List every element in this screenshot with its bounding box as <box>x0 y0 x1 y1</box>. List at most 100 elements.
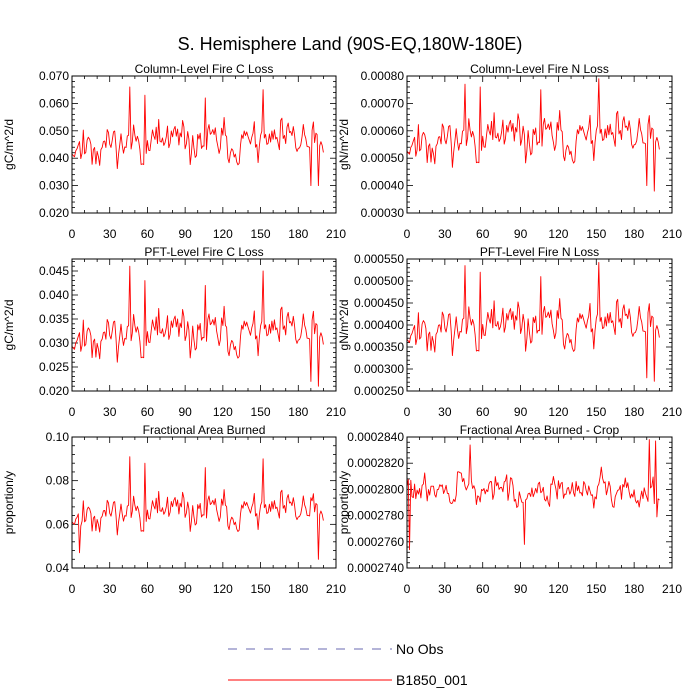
x-tick-label: 150 <box>586 405 606 419</box>
x-tick-label: 210 <box>326 582 346 596</box>
panel-3: PFT-Level Fire N Loss gN/m^2/d 0 30 60 90 120 1… <box>337 245 682 419</box>
y-axis-label: gN/m^2/d <box>337 300 351 351</box>
y-tick-label: 0.000550 <box>354 252 404 266</box>
y-tick-label: 0.000400 <box>354 318 404 332</box>
panel-title: Fractional Area Burned - Crop <box>460 423 620 437</box>
x-tick-label: 90 <box>178 227 192 241</box>
x-tick-label: 150 <box>586 582 606 596</box>
x-tick-label: 30 <box>103 227 117 241</box>
y-tick-label: 0.000450 <box>354 296 404 310</box>
x-tick-label: 120 <box>548 227 568 241</box>
series-line-b1850-001 <box>406 439 660 551</box>
x-tick-label: 180 <box>624 405 644 419</box>
x-tick-label: 90 <box>178 582 192 596</box>
x-tick-label: 60 <box>476 582 490 596</box>
plot-frame <box>71 258 337 392</box>
x-tick-label: 90 <box>514 405 528 419</box>
plot-frame <box>406 436 673 569</box>
x-tick-label: 90 <box>178 405 192 419</box>
y-tick-label: 0.000500 <box>354 274 404 288</box>
series-line-b1850-001 <box>406 262 660 382</box>
panels: Column-Level Fire C Loss gC/m^2/d 0 30 60 90 1… <box>2 62 682 596</box>
y-tick-label: 0.04 <box>46 561 70 575</box>
y-axis-label: proportion/y <box>337 471 351 534</box>
y-tick-label: 0.000250 <box>354 384 404 398</box>
y-tick-label: 0.020 <box>39 206 69 220</box>
legend-label-no-obs: No Obs <box>396 641 443 657</box>
y-tick-label: 0.0002740 <box>347 561 404 575</box>
y-tick-label: 0.020 <box>39 384 69 398</box>
plot-frame <box>71 436 337 569</box>
x-tick-label: 60 <box>141 405 155 419</box>
x-tick-label: 60 <box>476 227 490 241</box>
y-tick-label: 0.0002800 <box>347 482 404 496</box>
x-tick-label: 0 <box>404 405 411 419</box>
x-tick-label: 150 <box>586 227 606 241</box>
y-axis-label: gC/m^2/d <box>2 300 16 351</box>
y-tick-label: 0.000300 <box>354 362 404 376</box>
y-tick-label: 0.050 <box>39 124 69 138</box>
plot-frame <box>406 258 673 392</box>
y-tick-label: 0.040 <box>39 151 69 165</box>
figure-title: S. Hemisphere Land (90S-EQ,180W-180E) <box>178 34 523 54</box>
x-tick-label: 90 <box>514 227 528 241</box>
y-tick-label: 0.030 <box>39 336 69 350</box>
panel-title: Column-Level Fire C Loss <box>135 62 274 76</box>
series-line-b1850-001 <box>71 265 324 387</box>
panel-0: Column-Level Fire C Loss gC/m^2/d 0 30 60 90 1… <box>2 62 346 241</box>
y-tick-label: 0.040 <box>39 288 69 302</box>
x-tick-label: 180 <box>288 582 308 596</box>
series-line-b1850-001 <box>71 456 324 560</box>
x-tick-label: 30 <box>103 582 117 596</box>
y-tick-label: 0.00050 <box>361 151 405 165</box>
y-axis-label: proportion/y <box>2 471 16 534</box>
x-tick-label: 0 <box>69 405 76 419</box>
plot-frame <box>71 75 337 214</box>
x-tick-label: 30 <box>103 405 117 419</box>
y-tick-label: 0.000350 <box>354 340 404 354</box>
legend: No Obs B1850_001 <box>228 641 468 688</box>
y-tick-label: 0.0002820 <box>347 456 404 470</box>
x-tick-label: 60 <box>141 227 155 241</box>
x-tick-label: 90 <box>514 582 528 596</box>
x-tick-label: 30 <box>438 582 452 596</box>
panel-title: Fractional Area Burned <box>143 423 266 437</box>
x-tick-label: 30 <box>438 405 452 419</box>
panel-5: Fractional Area Burned - Crop proportion/… <box>337 423 682 596</box>
panel-title: PFT-Level Fire N Loss <box>480 245 599 259</box>
x-tick-label: 210 <box>662 227 682 241</box>
y-tick-label: 0.06 <box>46 517 70 531</box>
x-tick-label: 0 <box>404 582 411 596</box>
y-tick-label: 0.00060 <box>361 124 405 138</box>
y-tick-label: 0.00040 <box>361 179 405 193</box>
x-tick-label: 210 <box>326 227 346 241</box>
x-tick-label: 210 <box>326 405 346 419</box>
plot-frame <box>406 75 673 214</box>
x-tick-label: 120 <box>213 582 233 596</box>
x-tick-label: 0 <box>404 227 411 241</box>
y-tick-label: 0.0002760 <box>347 535 404 549</box>
y-tick-label: 0.00070 <box>361 96 405 110</box>
x-tick-label: 180 <box>288 405 308 419</box>
x-tick-label: 210 <box>662 582 682 596</box>
x-tick-label: 180 <box>624 582 644 596</box>
y-tick-label: 0.08 <box>46 474 70 488</box>
x-tick-label: 0 <box>69 227 76 241</box>
x-tick-label: 150 <box>251 227 271 241</box>
series-line-b1850-001 <box>71 86 324 187</box>
x-tick-label: 120 <box>548 405 568 419</box>
x-tick-label: 30 <box>438 227 452 241</box>
y-tick-label: 0.045 <box>39 264 69 278</box>
x-tick-label: 60 <box>476 405 490 419</box>
panel-1: Column-Level Fire N Loss gN/m^2/d 0 30 60 90 1… <box>337 62 682 241</box>
x-tick-label: 210 <box>662 405 682 419</box>
panel-title: Column-Level Fire N Loss <box>470 62 609 76</box>
panel-4: Fractional Area Burned proportion/y 0 30 60 9… <box>2 423 346 596</box>
x-tick-label: 150 <box>251 405 271 419</box>
y-tick-label: 0.060 <box>39 96 69 110</box>
y-tick-label: 0.0002780 <box>347 509 404 523</box>
series-line-b1850-001 <box>406 78 660 192</box>
y-tick-label: 0.030 <box>39 179 69 193</box>
y-tick-label: 0.00080 <box>361 69 405 83</box>
